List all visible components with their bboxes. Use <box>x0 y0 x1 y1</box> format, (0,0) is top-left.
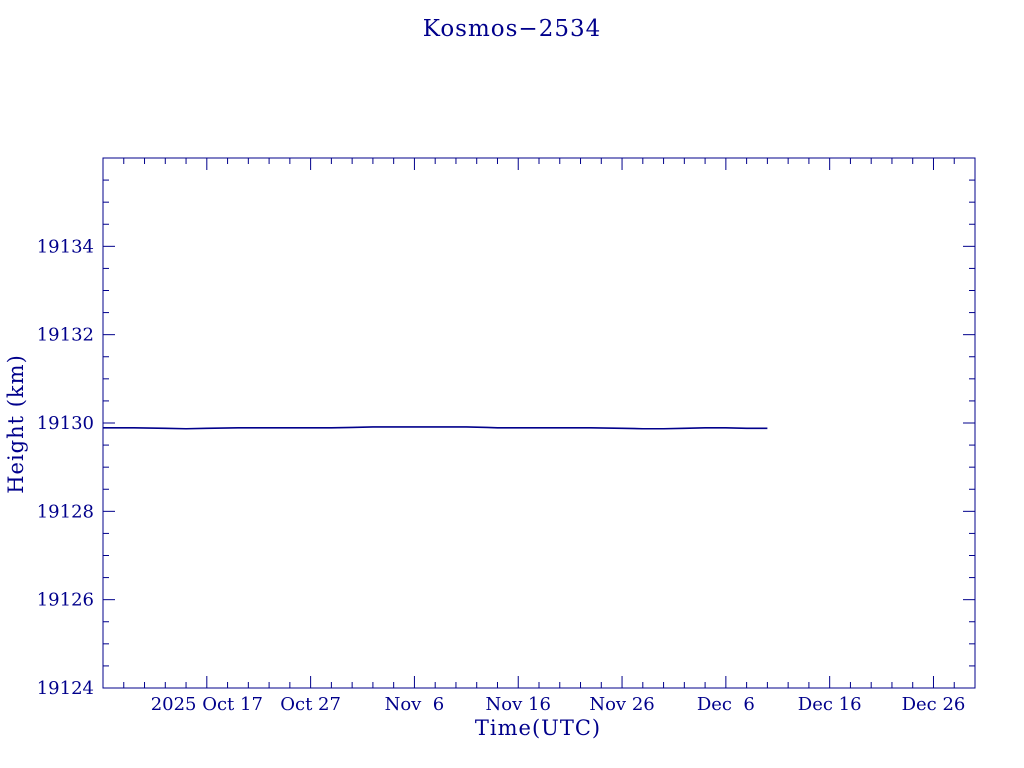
x-tick-label: Dec 26 <box>902 694 966 715</box>
x-tick-label: Nov 16 <box>486 694 551 715</box>
x-tick-label: Oct 27 <box>280 694 341 715</box>
y-tick-label: 19134 <box>37 236 94 257</box>
y-tick-label: 19126 <box>37 590 94 611</box>
x-tick-label: Nov 26 <box>589 694 654 715</box>
x-tick-label: Dec 6 <box>697 694 755 715</box>
data-series-line <box>103 426 768 430</box>
y-tick-label: 19132 <box>37 325 94 346</box>
plot-frame <box>102 157 976 689</box>
x-tick-label: Dec 16 <box>798 694 862 715</box>
chart-title: Kosmos−2534 <box>422 16 602 42</box>
x-tick-label: Nov 6 <box>385 694 445 715</box>
x-axis-label: Time(UTC) <box>474 716 602 740</box>
y-tick-label: 19128 <box>37 501 94 522</box>
y-tick-label: 19130 <box>37 413 94 434</box>
x-tick-label: 2025 Oct 17 <box>151 694 263 715</box>
y-tick-label: 19124 <box>37 678 94 699</box>
